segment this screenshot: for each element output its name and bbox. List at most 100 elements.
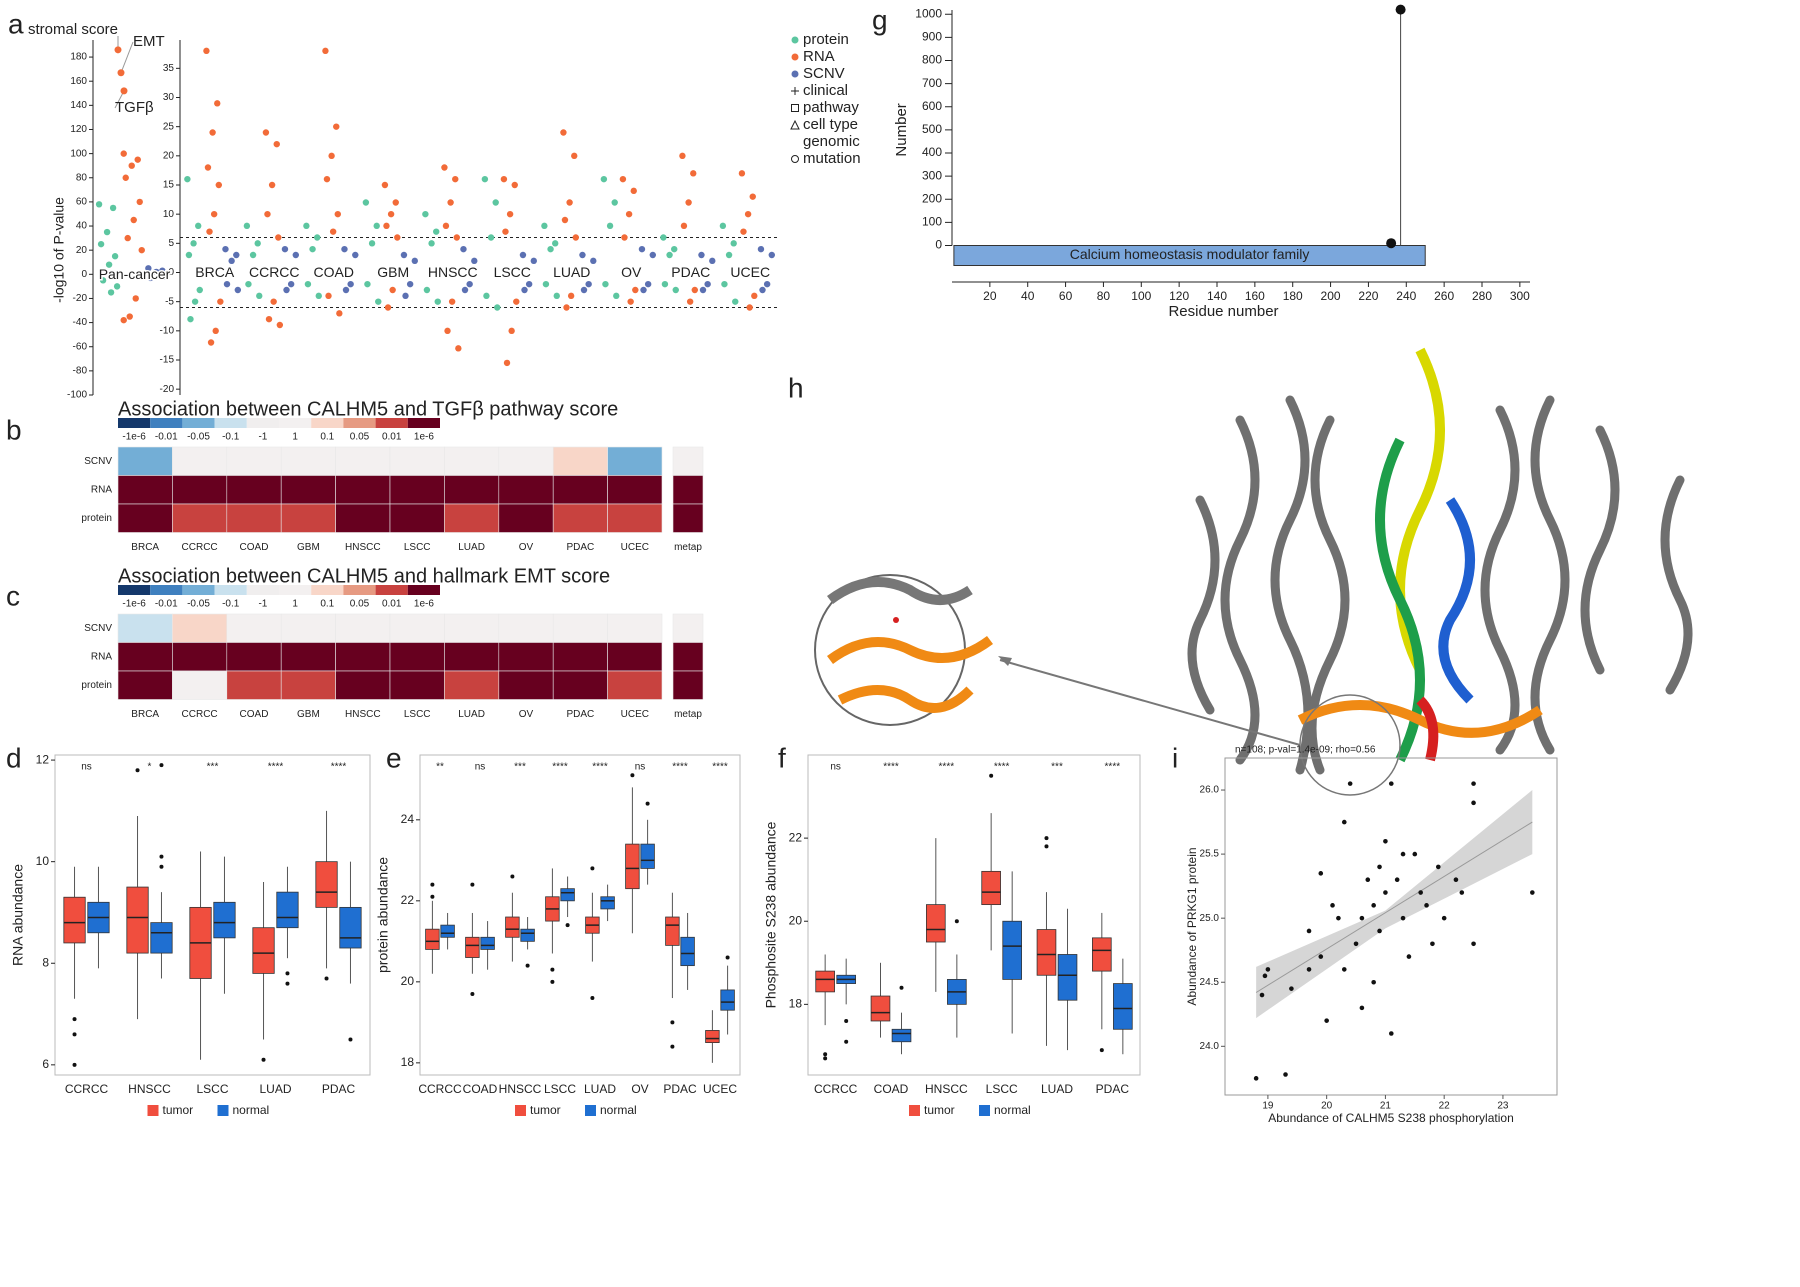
x-tick-label: 60 <box>1059 289 1073 303</box>
point <box>283 286 290 294</box>
heatmap-cell <box>444 642 500 672</box>
point <box>611 199 618 206</box>
point <box>394 234 401 241</box>
point <box>738 170 746 177</box>
point <box>161 273 168 280</box>
y-tick-label: 8 <box>42 955 49 969</box>
legend-marker <box>791 70 799 78</box>
point <box>1341 819 1347 825</box>
box <box>981 870 1001 906</box>
point <box>245 280 252 288</box>
point <box>184 175 191 183</box>
y-tick-label: 25.0 <box>1200 913 1220 924</box>
y-axis-label: -log10 of P-value <box>51 197 67 303</box>
y-tick-label: 700 <box>922 76 942 90</box>
legend-label: 1 <box>292 432 298 443</box>
legend-label: -0.05 <box>187 599 210 610</box>
point <box>147 274 154 282</box>
y-tick-label: 18 <box>401 1055 415 1069</box>
point <box>243 222 251 230</box>
point <box>452 175 459 183</box>
column-label: PDAC <box>567 709 595 720</box>
point <box>691 286 698 294</box>
point <box>195 222 202 230</box>
y-tick-label: 800 <box>922 53 942 67</box>
point <box>315 292 322 300</box>
point <box>325 292 332 300</box>
point <box>466 280 473 288</box>
point <box>130 216 137 224</box>
panel-letter: i <box>1172 742 1178 773</box>
point <box>254 240 261 247</box>
point <box>1306 967 1312 972</box>
outlier <box>823 1052 828 1057</box>
point <box>699 286 707 294</box>
heatmap-cell <box>498 446 554 476</box>
point <box>640 286 647 294</box>
annotated-point <box>114 46 122 54</box>
heatmap-cell <box>226 503 282 533</box>
point <box>749 193 756 200</box>
legend-swatch <box>118 418 151 428</box>
x-tick-label: HNSCC <box>128 1082 171 1096</box>
annotated-point <box>117 69 125 77</box>
x-tick-label: 23 <box>1497 1101 1509 1112</box>
point <box>1388 1031 1394 1036</box>
outlier <box>630 773 635 778</box>
box <box>560 888 575 902</box>
box <box>252 927 275 974</box>
y-tick-label: 18 <box>789 997 803 1011</box>
point <box>113 283 121 290</box>
row-label: SCNV <box>84 456 112 467</box>
legend-label: tumor <box>163 1103 194 1117</box>
y-tick-label: 10 <box>163 209 175 220</box>
point <box>492 199 499 206</box>
point <box>525 280 533 288</box>
panel-letter: f <box>778 742 786 773</box>
point <box>704 280 711 288</box>
point <box>328 152 335 160</box>
heatmap-cell <box>444 613 500 643</box>
legend-marker <box>791 155 799 163</box>
point <box>373 222 380 230</box>
y-tick-label: 500 <box>922 122 942 136</box>
point <box>1341 967 1347 972</box>
box <box>465 936 480 958</box>
y-tick-label: -100 <box>67 390 87 401</box>
helix <box>1580 425 1620 675</box>
significance: **** <box>994 762 1010 773</box>
point <box>483 292 490 300</box>
point <box>1336 915 1341 921</box>
significance: **** <box>939 762 955 773</box>
point <box>644 280 652 288</box>
lollipop-head <box>1386 238 1397 249</box>
significance: ns <box>635 762 646 773</box>
point <box>719 222 727 230</box>
y-tick-label: 40 <box>76 221 88 232</box>
x-tick-label: 22 <box>1439 1101 1451 1112</box>
outlier <box>1099 1048 1104 1053</box>
point <box>566 199 573 206</box>
y-tick-label: 6 <box>42 1057 49 1071</box>
heatmap-cell <box>226 446 282 476</box>
y-tick-label: 80 <box>76 172 88 183</box>
legend-label: 0.1 <box>320 432 334 443</box>
x-tick-label: 280 <box>1472 289 1492 303</box>
heatmap-cell <box>389 642 445 672</box>
point <box>368 240 376 247</box>
heatmap-cell <box>607 503 663 533</box>
heatmap-cell <box>389 503 445 533</box>
point <box>264 210 271 218</box>
point <box>196 286 203 294</box>
y-tick-label: 5 <box>168 238 174 249</box>
outlier <box>899 985 904 990</box>
heatmap-cell <box>498 642 554 672</box>
point <box>619 175 627 183</box>
y-axis-label: Phosphosite S238 abundance <box>763 821 779 1008</box>
point <box>323 175 331 183</box>
point <box>422 210 429 218</box>
significance: **** <box>552 762 568 773</box>
outlier <box>590 996 595 1001</box>
y-tick-label: -5 <box>165 296 174 307</box>
